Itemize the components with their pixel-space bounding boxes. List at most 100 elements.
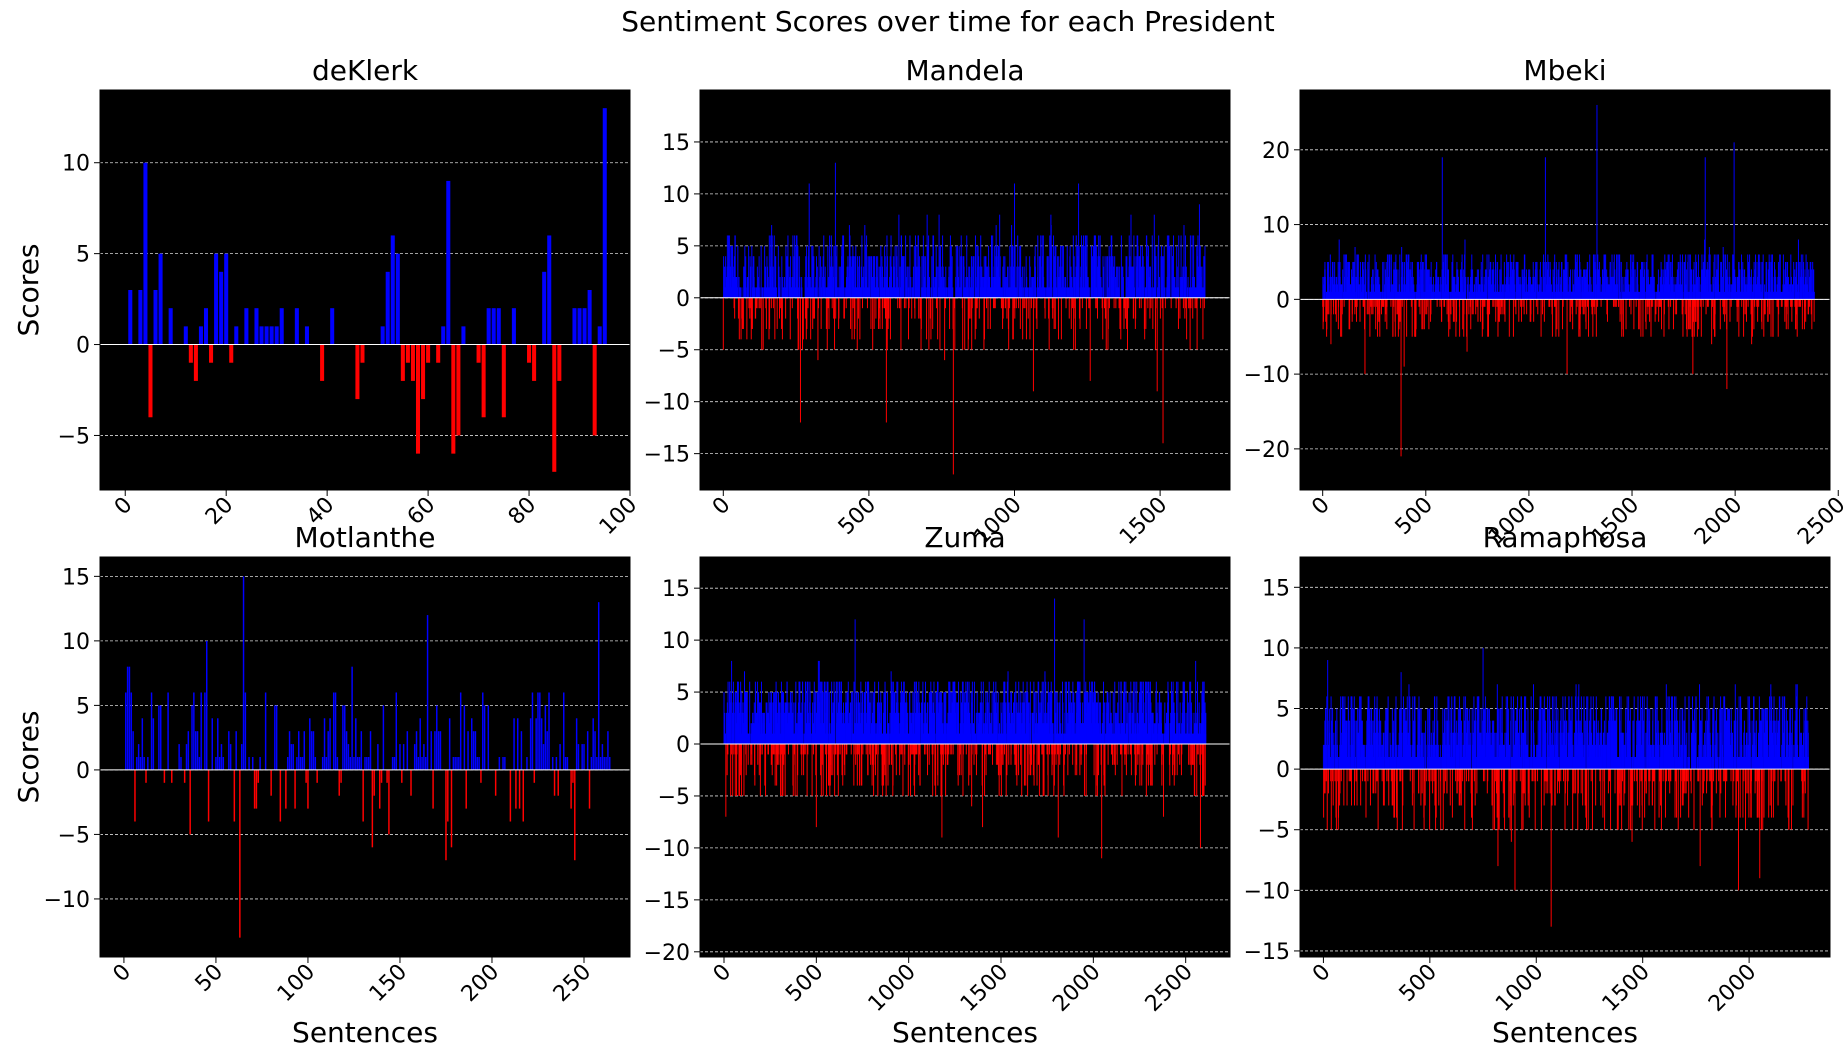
bar	[965, 692, 967, 745]
bar	[1087, 287, 1089, 298]
bar	[862, 733, 864, 745]
bar	[1064, 277, 1066, 298]
bar	[1148, 277, 1150, 298]
bar	[1786, 299, 1788, 307]
bar	[1757, 299, 1759, 322]
bar	[138, 290, 143, 345]
bar	[945, 723, 947, 745]
bar	[812, 702, 814, 745]
bar	[764, 744, 766, 755]
bar	[822, 692, 824, 745]
bar	[1493, 269, 1495, 300]
bar	[983, 287, 985, 298]
bar	[987, 297, 989, 329]
bar	[1103, 297, 1105, 309]
bar	[861, 297, 863, 309]
bar	[877, 744, 879, 755]
bar	[288, 731, 291, 770]
bar	[1009, 297, 1011, 309]
bar	[1377, 299, 1379, 315]
bar	[1795, 261, 1797, 300]
bar	[918, 744, 920, 755]
bar	[321, 757, 324, 770]
bar	[880, 692, 882, 745]
bar	[1746, 284, 1748, 300]
bar	[784, 287, 786, 298]
bar	[1025, 733, 1027, 745]
bar	[952, 744, 954, 755]
bar	[187, 731, 190, 770]
bar	[829, 723, 831, 745]
bar	[419, 718, 421, 770]
bar	[870, 744, 872, 765]
bar	[1807, 291, 1809, 300]
bar	[773, 287, 775, 298]
bar	[574, 769, 576, 861]
bar	[1123, 297, 1125, 329]
bar	[1542, 299, 1544, 315]
bar	[1522, 276, 1524, 300]
bar	[1651, 254, 1653, 300]
bar	[1182, 297, 1184, 309]
bar	[1702, 269, 1704, 300]
y-tick-label: −5	[658, 339, 690, 364]
bar	[776, 712, 778, 745]
bar	[771, 744, 773, 776]
bar	[725, 266, 727, 298]
bar	[1472, 291, 1474, 300]
bar	[1653, 276, 1655, 300]
bar	[825, 297, 827, 329]
bar	[1741, 254, 1743, 300]
bar	[563, 692, 565, 770]
bar	[1047, 744, 1049, 796]
bar	[1629, 299, 1631, 307]
bar	[914, 744, 916, 765]
bar	[1001, 712, 1003, 745]
bar	[1421, 284, 1423, 300]
bar	[1524, 276, 1526, 300]
bar	[949, 744, 951, 755]
bar	[891, 266, 893, 298]
bar	[1044, 297, 1046, 319]
bar	[1051, 287, 1053, 298]
bar	[1173, 235, 1175, 298]
bar	[827, 245, 829, 298]
bar	[1440, 284, 1442, 300]
bar	[854, 297, 856, 329]
bar	[1044, 692, 1046, 745]
bar	[810, 287, 812, 298]
bar	[941, 744, 943, 838]
bar	[723, 256, 725, 298]
bar	[1809, 299, 1811, 307]
bar	[180, 757, 182, 770]
bar	[1649, 299, 1651, 322]
bar	[1770, 299, 1772, 337]
bar	[1133, 287, 1135, 298]
bar	[935, 297, 937, 309]
bar	[1365, 269, 1367, 300]
bar	[1702, 299, 1704, 307]
bar	[805, 256, 807, 298]
bar	[887, 733, 889, 745]
bar	[1156, 297, 1158, 392]
bar	[1477, 299, 1479, 322]
bar	[1803, 299, 1805, 330]
bar	[347, 744, 350, 770]
bar	[798, 733, 800, 745]
bar	[866, 235, 868, 298]
bar	[1185, 266, 1187, 298]
bar	[1763, 299, 1765, 315]
bar	[1724, 254, 1726, 300]
bar	[803, 744, 805, 776]
bar	[1029, 744, 1031, 776]
bar	[824, 287, 826, 298]
bar	[602, 108, 607, 345]
bar	[803, 744, 805, 755]
bar	[722, 297, 724, 350]
bar	[1613, 254, 1615, 300]
bar	[744, 277, 746, 298]
bar	[877, 744, 879, 796]
bar	[752, 287, 754, 298]
bar	[1776, 299, 1778, 307]
bar	[1563, 269, 1565, 300]
